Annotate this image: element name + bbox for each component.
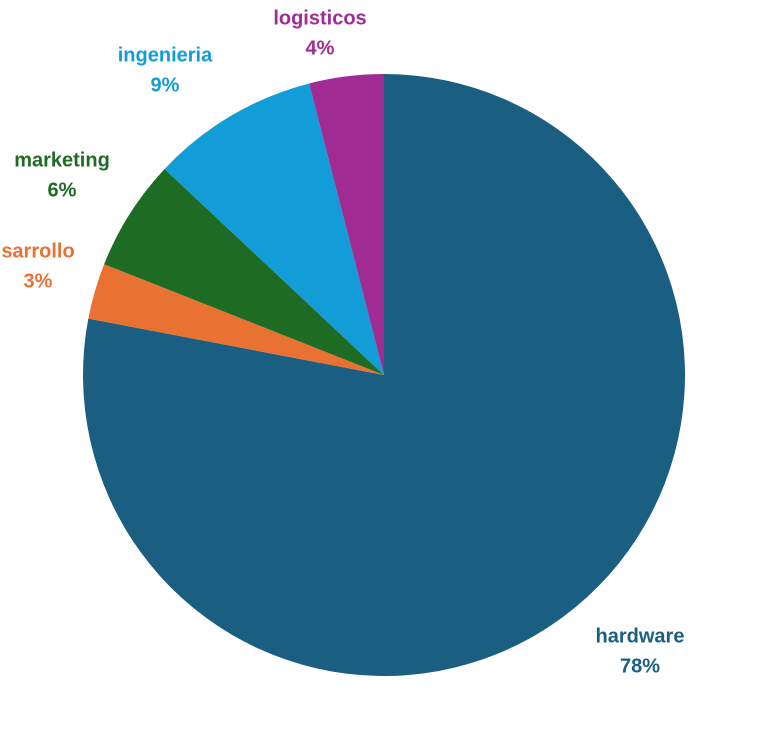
slice-value-label: 9% (151, 74, 180, 96)
pie-slice (164, 83, 384, 375)
slice-label: logisticos (273, 7, 366, 29)
pie-slice (83, 74, 686, 676)
slice-label: marketing (14, 149, 110, 171)
pie-slice (309, 74, 384, 375)
slice-value-label: 3% (24, 270, 53, 292)
slice-value-label: 6% (48, 179, 77, 201)
slice-label: ingenieria (118, 44, 213, 66)
slice-label: sarrollo (1, 240, 74, 262)
slice-value-label: 4% (306, 37, 335, 59)
slice-label: hardware (596, 625, 685, 647)
pie-slice (88, 264, 384, 375)
pie-slice (104, 168, 385, 375)
slice-value-label: 78% (620, 655, 660, 677)
